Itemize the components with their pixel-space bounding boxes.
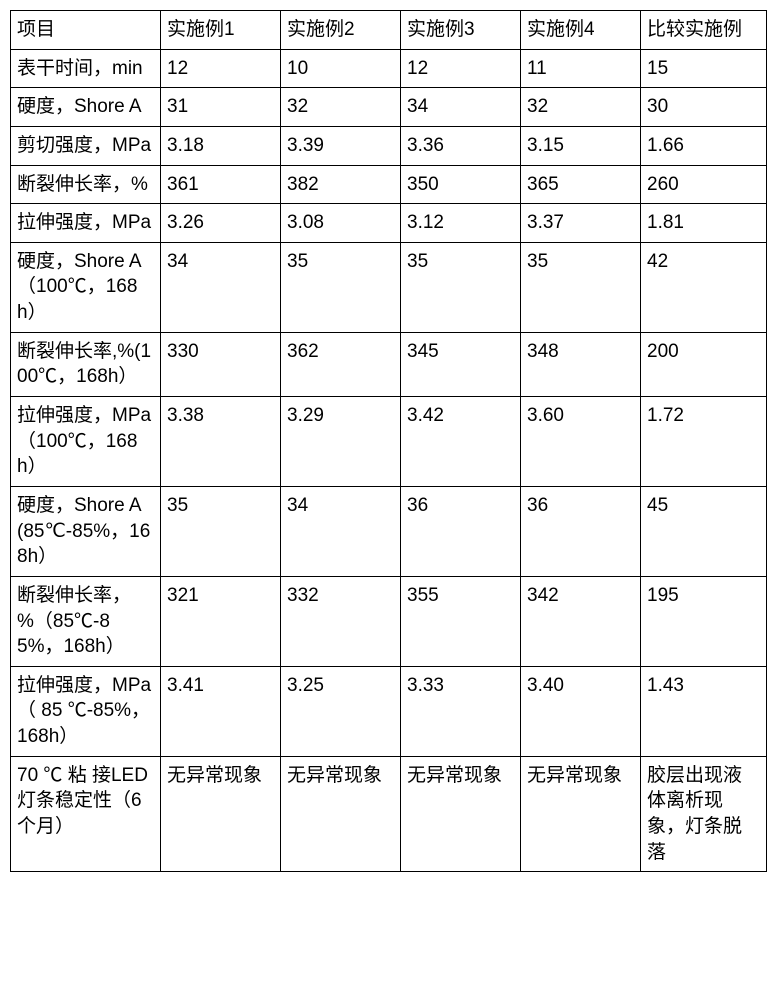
table-cell: 321 [161,576,281,666]
data-table: 项目 实施例1 实施例2 实施例3 实施例4 比较实施例 表干时间，min 12… [10,10,767,872]
row-label: 硬度，Shore A(85℃-85%，168h） [11,486,161,576]
header-cell: 项目 [11,11,161,50]
table-cell: 365 [521,165,641,204]
table-cell: 350 [401,165,521,204]
table-cell: 3.36 [401,126,521,165]
table-cell: 31 [161,88,281,127]
table-cell: 45 [641,486,767,576]
table-cell: 3.26 [161,204,281,243]
table-cell: 3.38 [161,397,281,487]
table-cell: 195 [641,576,767,666]
header-cell: 比较实施例 [641,11,767,50]
table-cell: 1.81 [641,204,767,243]
table-cell: 382 [281,165,401,204]
table-cell: 260 [641,165,767,204]
table-cell: 32 [521,88,641,127]
row-label: 硬度，Shore A（100℃，168h） [11,242,161,332]
table-cell: 无异常现象 [281,756,401,872]
table-cell: 3.60 [521,397,641,487]
table-cell: 35 [281,242,401,332]
table-cell: 30 [641,88,767,127]
table-cell: 330 [161,332,281,396]
header-cell: 实施例3 [401,11,521,50]
table-row: 表干时间，min 12 10 12 11 15 [11,49,767,88]
table-row: 70 ℃ 粘 接LED 灯条稳定性（6 个月） 无异常现象 无异常现象 无异常现… [11,756,767,872]
table-row: 硬度，Shore A（100℃，168h） 34 35 35 35 42 [11,242,767,332]
table-cell: 34 [161,242,281,332]
table-cell: 无异常现象 [401,756,521,872]
table-cell: 11 [521,49,641,88]
table-cell: 34 [281,486,401,576]
row-label: 剪切强度，MPa [11,126,161,165]
table-cell: 3.42 [401,397,521,487]
row-label: 表干时间，min [11,49,161,88]
table-cell: 3.18 [161,126,281,165]
table-cell: 3.15 [521,126,641,165]
table-row: 剪切强度，MPa 3.18 3.39 3.36 3.15 1.66 [11,126,767,165]
table-cell: 35 [521,242,641,332]
row-label: 断裂伸长率，%（85℃-85%，168h） [11,576,161,666]
row-label: 断裂伸长率，% [11,165,161,204]
table-row: 拉伸强度，MPa 3.26 3.08 3.12 3.37 1.81 [11,204,767,243]
table-cell: 361 [161,165,281,204]
table-cell: 3.08 [281,204,401,243]
table-cell: 无异常现象 [161,756,281,872]
table-cell: 3.37 [521,204,641,243]
table-cell: 3.33 [401,666,521,756]
header-cell: 实施例1 [161,11,281,50]
table-cell: 1.72 [641,397,767,487]
table-cell: 362 [281,332,401,396]
table-row: 断裂伸长率，% 361 382 350 365 260 [11,165,767,204]
table-row: 拉伸强度，MPa （ 85 ℃-85%，168h） 3.41 3.25 3.33… [11,666,767,756]
row-label: 70 ℃ 粘 接LED 灯条稳定性（6 个月） [11,756,161,872]
table-cell: 无异常现象 [521,756,641,872]
table-cell: 胶层出现液体离析现象，灯条脱落 [641,756,767,872]
table-row: 拉伸强度，MPa（100℃，168h） 3.38 3.29 3.42 3.60 … [11,397,767,487]
table-cell: 3.41 [161,666,281,756]
header-cell: 实施例4 [521,11,641,50]
table-cell: 3.12 [401,204,521,243]
table-cell: 3.39 [281,126,401,165]
row-label: 拉伸强度，MPa [11,204,161,243]
table-cell: 34 [401,88,521,127]
table-cell: 32 [281,88,401,127]
table-cell: 12 [161,49,281,88]
table-row: 硬度，Shore A(85℃-85%，168h） 35 34 36 36 45 [11,486,767,576]
row-label: 硬度，Shore A [11,88,161,127]
table-cell: 42 [641,242,767,332]
table-cell: 36 [521,486,641,576]
table-cell: 36 [401,486,521,576]
table-cell: 3.29 [281,397,401,487]
row-label: 拉伸强度，MPa （ 85 ℃-85%，168h） [11,666,161,756]
table-cell: 200 [641,332,767,396]
table-cell: 355 [401,576,521,666]
table-cell: 3.40 [521,666,641,756]
table-cell: 342 [521,576,641,666]
header-cell: 实施例2 [281,11,401,50]
table-cell: 10 [281,49,401,88]
table-row: 断裂伸长率，%（85℃-85%，168h） 321 332 355 342 19… [11,576,767,666]
table-cell: 15 [641,49,767,88]
table-cell: 35 [161,486,281,576]
table-cell: 332 [281,576,401,666]
row-label: 断裂伸长率,%(100℃，168h） [11,332,161,396]
table-row: 硬度，Shore A 31 32 34 32 30 [11,88,767,127]
table-cell: 1.66 [641,126,767,165]
table-cell: 35 [401,242,521,332]
table-cell: 1.43 [641,666,767,756]
table-cell: 348 [521,332,641,396]
table-cell: 3.25 [281,666,401,756]
row-label: 拉伸强度，MPa（100℃，168h） [11,397,161,487]
table-row: 断裂伸长率,%(100℃，168h） 330 362 345 348 200 [11,332,767,396]
table-cell: 345 [401,332,521,396]
table-cell: 12 [401,49,521,88]
table-header-row: 项目 实施例1 实施例2 实施例3 实施例4 比较实施例 [11,11,767,50]
